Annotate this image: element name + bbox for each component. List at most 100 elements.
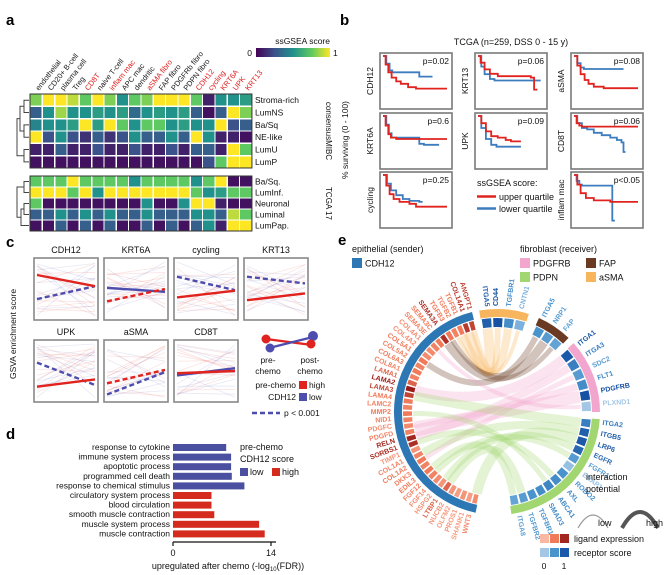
heatmap-cell [240, 209, 252, 220]
background-line [106, 275, 166, 313]
ligand-label: NID1 [375, 416, 392, 424]
heatmap-cell [240, 156, 252, 168]
ligand-cell [404, 428, 415, 436]
heatmap-cell [166, 176, 178, 187]
heatmap-cell [129, 143, 141, 156]
ligand-cell [442, 481, 452, 492]
background-line [36, 367, 96, 382]
heatmap-cell [30, 131, 42, 143]
km-curve-upper [574, 115, 638, 128]
ribbon [412, 410, 548, 483]
heatmap-cell [240, 187, 252, 198]
dendrogram [19, 105, 24, 132]
background-line [36, 264, 96, 316]
ribbon [444, 339, 548, 383]
heatmap-cell [129, 209, 141, 220]
background-line [36, 290, 96, 316]
ribbon [414, 355, 566, 402]
slope-red-line [36, 273, 96, 288]
heatmap-cell [153, 143, 166, 156]
background-line [106, 348, 166, 383]
heatmap-cell [153, 156, 166, 168]
heatmap-cell [227, 220, 240, 231]
heatmap-cell [129, 220, 141, 231]
heatmap-cell [178, 94, 190, 106]
heatmap-cell [141, 143, 153, 156]
ligand-cell [413, 450, 424, 460]
ribbon [430, 441, 517, 496]
background-line [36, 300, 96, 303]
legend-low-swatch [299, 393, 307, 401]
receptor-label: PDGFRB [600, 382, 630, 394]
heatmap-cell [240, 94, 252, 106]
heatmap-cell [153, 220, 166, 231]
background-line [176, 344, 236, 354]
heatmap-cell [166, 209, 178, 220]
ligand-cell [409, 373, 420, 382]
receiver-name-pdgfrb: PDGFRB [533, 259, 571, 269]
background-line [106, 268, 166, 309]
heatmap-cell [166, 106, 178, 119]
low-arc [577, 514, 609, 529]
ligand-cell [448, 484, 457, 495]
ligand-cell [459, 490, 468, 501]
heatmap-cell [190, 220, 203, 231]
background-line [36, 277, 96, 295]
background-line [176, 344, 236, 355]
heatmap-cell [129, 119, 141, 131]
heatmap-cell [104, 131, 116, 143]
heatmap-cell [55, 198, 67, 209]
background-line [246, 265, 306, 294]
heatmap-cell [92, 209, 104, 220]
heatmap-cell [67, 220, 79, 231]
heatmap-cell [92, 176, 104, 187]
heatmap-cell [55, 187, 67, 198]
heatmap-cell [178, 209, 190, 220]
receptor-cell [580, 418, 591, 428]
ligand-cell [428, 469, 438, 480]
heatmap-cell [227, 119, 240, 131]
ligand-cell [465, 492, 473, 503]
bar-legend-high-swatch [272, 468, 280, 476]
receptor-label: CD44 [493, 288, 500, 306]
heatmap-cell [79, 198, 92, 209]
background-line [36, 305, 96, 310]
background-line [246, 287, 306, 296]
heatmap-cell [227, 143, 240, 156]
legend-post: post- [301, 355, 320, 365]
km-gene-label: KRT6A [365, 127, 375, 155]
background-line [176, 281, 236, 305]
ligand-cell [432, 474, 443, 484]
heatmap-cell [190, 176, 203, 187]
background-line [246, 264, 306, 294]
background-line [36, 305, 96, 313]
heatmap-cell [42, 156, 55, 168]
slope-plot-title: UPK [57, 327, 76, 337]
heatmap-cell [129, 176, 141, 187]
heatmap-cell [227, 131, 240, 143]
receptor-cell [509, 494, 519, 505]
receptor-label: ITGA3 [585, 342, 606, 359]
receptor-cell [556, 467, 569, 479]
heatmap-cell [30, 106, 42, 119]
heatmap-cell [79, 176, 92, 187]
background-line [36, 344, 96, 367]
row-label: LumU [255, 144, 278, 154]
ligand-cell [423, 465, 434, 475]
ligand-label: PDGFC [367, 423, 392, 434]
background-line [36, 265, 96, 317]
heatmap-cell [116, 220, 129, 231]
background-line [176, 354, 236, 368]
slope-plot-frame [243, 257, 309, 321]
high-arc [620, 510, 660, 530]
heatmap-cell [67, 119, 79, 131]
ligand-cell [403, 398, 413, 405]
row-label: LumP [255, 157, 278, 167]
km-plot-frame [570, 52, 644, 110]
background-line [36, 288, 96, 296]
background-line [36, 301, 96, 308]
receiver-swatch-pdpn [520, 272, 530, 282]
heatmap-cell [203, 209, 215, 220]
heatmap-border [29, 93, 253, 169]
heatmap-cell [141, 94, 153, 106]
